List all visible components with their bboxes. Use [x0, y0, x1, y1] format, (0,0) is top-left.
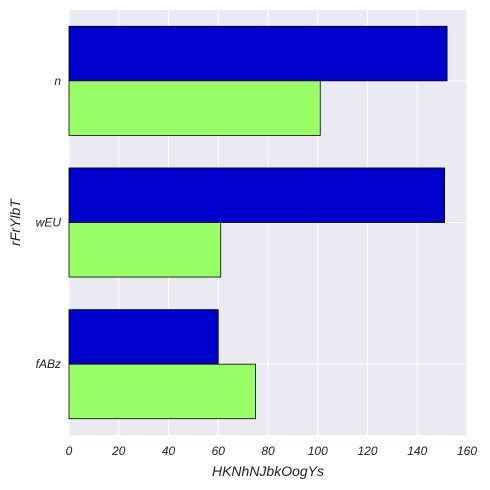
bars [68, 25, 448, 420]
bar-2-wEU [68, 222, 222, 278]
y-tick-label: n [54, 74, 61, 88]
x-tick-label: 20 [111, 444, 126, 458]
x-tick-label: 40 [162, 444, 176, 458]
y-tick-label: wEU [36, 216, 62, 230]
x-tick-label: 100 [308, 444, 328, 458]
x-tick-label: 160 [457, 444, 477, 458]
y-axis-label: rFrYlbT [7, 198, 23, 246]
x-axis-label: HKNhNJbkOogYs [212, 463, 324, 479]
bar-1-n [68, 25, 448, 82]
x-tick-label: 60 [212, 444, 226, 458]
y-tick-label: fABz [36, 357, 61, 371]
x-tick-label: 0 [66, 444, 73, 458]
bar-2-n [68, 80, 321, 136]
bar-1-fABz [68, 309, 219, 365]
bar-1-wEU [68, 167, 446, 223]
x-tick-label: 120 [357, 444, 377, 458]
bar-2-fABz [68, 363, 256, 420]
x-tick-label: 80 [261, 444, 275, 458]
x-tick-label: 140 [407, 444, 427, 458]
x-ticks: 0 20 40 60 80 100 120 140 160 [66, 444, 478, 458]
y-ticks: fABz wEU n [36, 74, 62, 371]
